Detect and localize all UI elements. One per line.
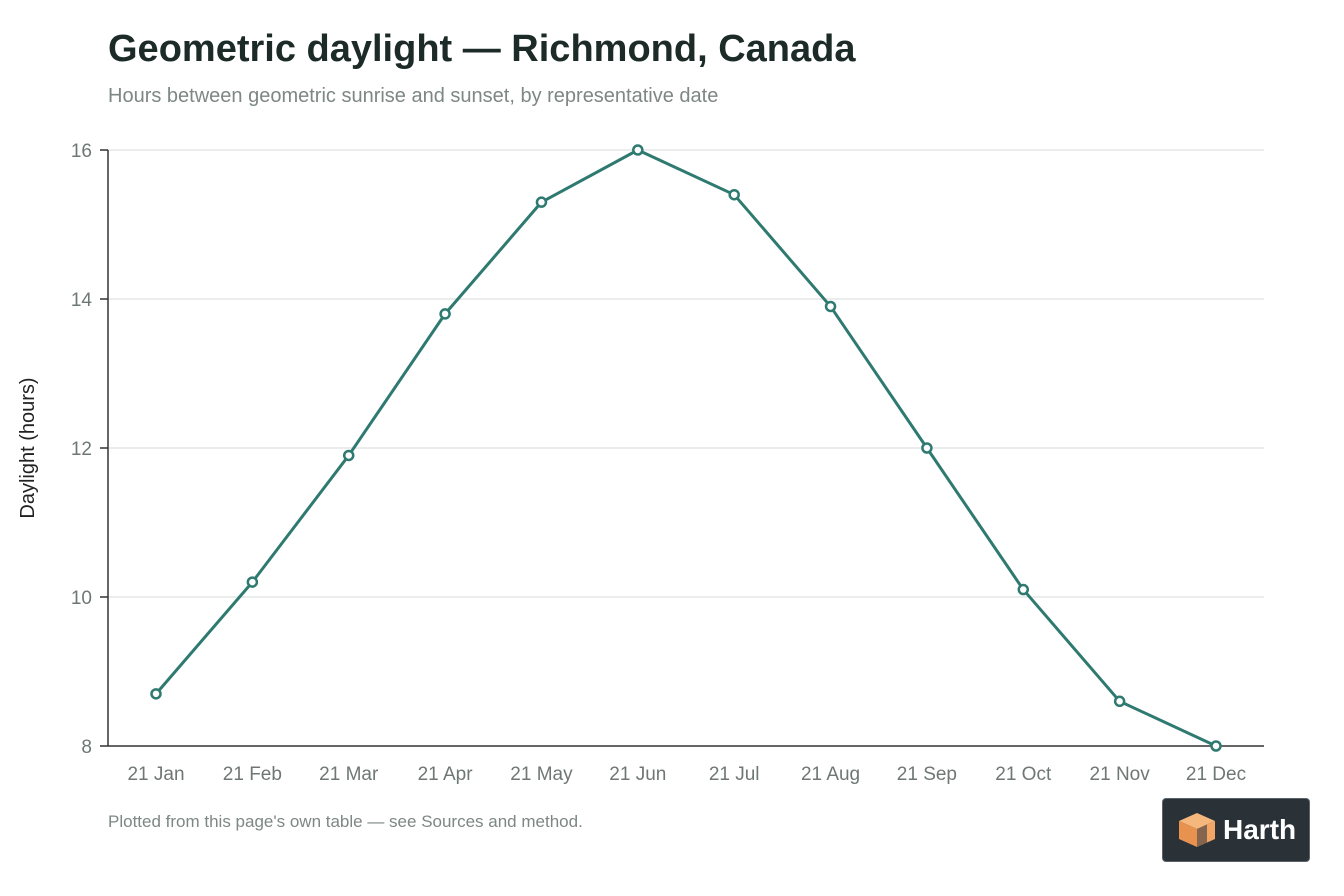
x-tick-label: 21 Dec [1186,764,1246,785]
x-tick-label: 21 Apr [418,764,474,785]
axes [100,149,1264,747]
x-tick-label: 21 Jun [609,764,666,785]
cube-icon [1179,813,1215,847]
x-tick-label: 21 Jul [709,764,760,785]
x-tick-label: 21 Sep [897,764,957,785]
harth-logo: Harth [1162,798,1310,862]
x-tick-label: 21 Feb [223,764,282,785]
y-tick-label: 12 [71,439,92,460]
tick-labels: 8 10 12 14 16 21 Jan 21 Feb 21 Mar 21 Apr 21 May 2… [71,141,1246,785]
y-tick-label: 8 [81,737,92,758]
y-tick-label: 14 [71,290,93,311]
data-point [1113,695,1126,708]
data-point [342,449,355,462]
y-tick-label: 10 [71,588,92,609]
chart-subtitle: Hours between geometric sunrise and suns… [108,85,719,107]
chart-title: Geometric daylight — Richmond, Canada [108,28,856,70]
data-point [246,576,259,588]
data-point [1017,583,1030,596]
y-axis-label: Daylight (hours) [17,377,39,518]
data-point [439,308,451,320]
data-point [632,144,644,156]
x-tick-label: 21 Jan [127,764,184,785]
logo-text: Harth [1223,814,1297,845]
footnote: Plotted from this page's own table — see… [108,812,583,831]
line-chart: 8 10 12 14 16 21 Jan 21 Feb 21 Mar 21 Apr 21 May 2… [17,141,1264,785]
series-line [154,148,1218,748]
x-tick-label: 21 Oct [995,764,1052,785]
x-tick-label: 21 Nov [1090,764,1151,785]
x-tick-label: 21 Aug [801,764,860,785]
x-tick-label: 21 Mar [319,764,379,785]
x-tick-label: 21 May [510,764,573,785]
data-point [824,300,837,313]
data-point [921,442,933,454]
data-point [535,196,548,208]
data-point [150,688,162,700]
data-point [1210,740,1222,752]
y-tick-label: 16 [71,141,92,162]
gridlines [108,149,1264,598]
data-point [728,188,740,201]
series [150,144,1222,752]
